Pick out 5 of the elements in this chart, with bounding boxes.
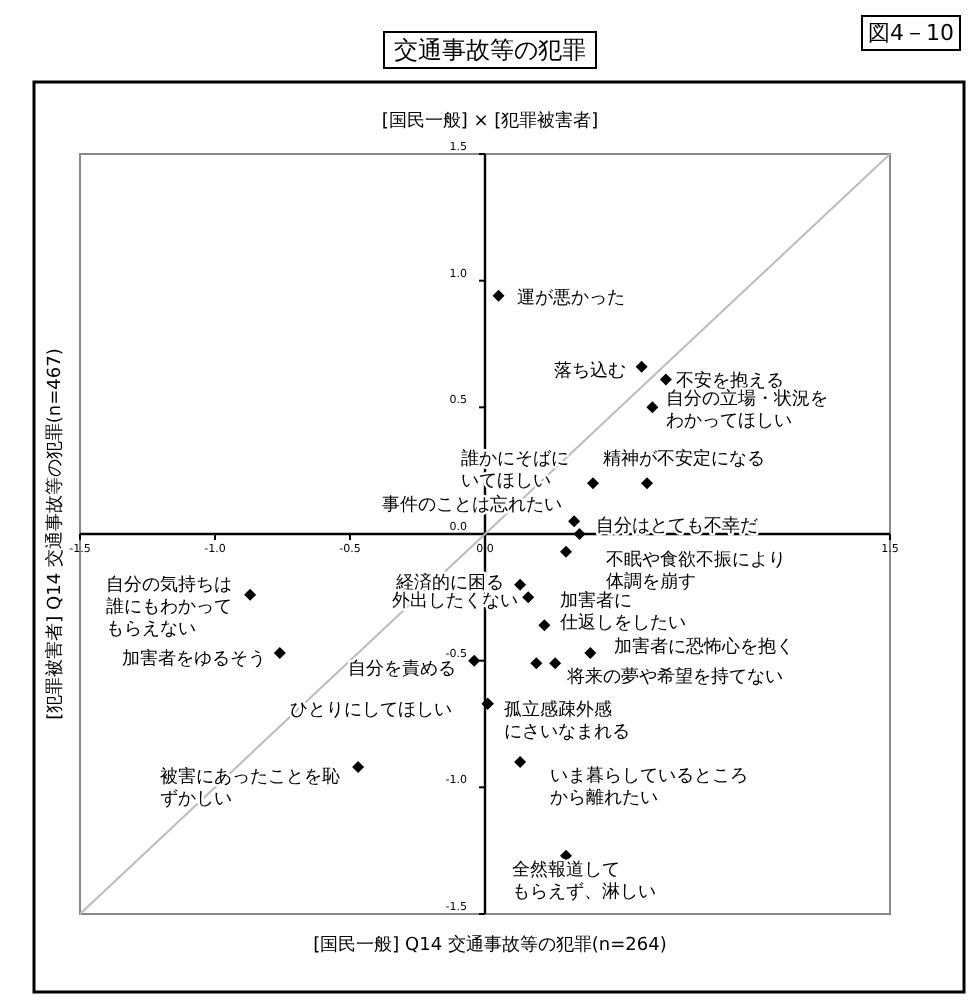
chart-subtitle: [国民一般] × [犯罪被害者] — [381, 110, 599, 132]
caption: 図4－10 — [868, 20, 954, 46]
x-axis-title: [国民一般] Q14 交通事故等の犯罪(n=264) — [313, 934, 667, 956]
y-axis-title: [犯罪被害者] Q14 交通事故等の犯罪(n=467) — [44, 348, 66, 720]
chart-title: 交通事故等の犯罪 — [394, 36, 586, 64]
